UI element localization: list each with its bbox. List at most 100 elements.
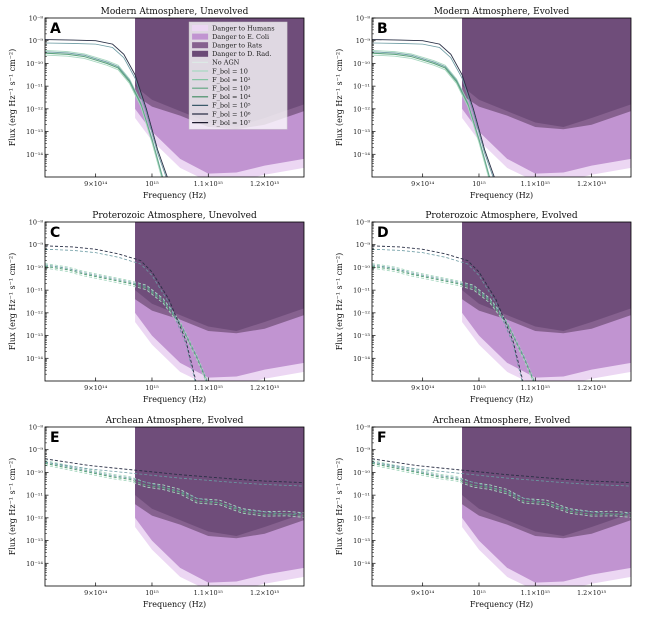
legend-label: F_bol = 10⁷ [212,119,251,127]
plot-frame [371,17,632,178]
legend-label: F_bol = 10² [212,76,251,84]
legend-label: Danger to D. Rad. [212,50,271,58]
legend-label: Danger to E. Coli [212,33,269,41]
y-tick-label: 10⁻¹¹ [353,83,370,91]
green-1-series [45,265,207,381]
x-tick-label: 9×10¹⁴ [411,180,434,188]
x-tick-label: 10¹⁵ [145,384,159,392]
dark-1-series [372,39,495,177]
legend-box [188,21,288,130]
panel-a: 10⁻⁸ 10⁻⁹ 10⁻¹⁰ 10⁻¹¹ 10⁻¹² 10⁻¹³ 10⁻¹⁴ 9×10¹⁴ 1… [8,7,305,200]
x-tick-label: 1.2×10¹⁵ [250,589,280,597]
green-light-1-series [45,263,209,381]
legend-swatch [192,42,209,49]
green-1-series [372,265,534,381]
green-light-2-series [45,464,304,518]
legend-label: F_bol = 10 [212,67,248,75]
x-tick-label: 1.2×10¹⁵ [577,384,607,392]
y-axis-label: Flux (erg Hz⁻¹ s⁻¹ cm⁻²) [335,49,344,147]
y-tick-label: 10⁻¹⁴ [26,355,43,363]
x-tick-label: 9×10¹⁴ [84,384,107,392]
plot-area [45,222,304,381]
y-tick-label: 10⁻¹⁴ [26,560,43,568]
panel-title: Archean Atmosphere, Evolved [432,416,571,426]
panel-title: Modern Atmosphere, Unevolved [101,7,249,17]
x-tick-label: 10¹⁵ [145,589,159,597]
dark-1-series [372,245,524,381]
y-tick-label: 10⁻¹⁴ [353,151,370,159]
danger-drad-region [135,222,304,332]
x-tick-label: 1.1×10¹⁵ [521,384,551,392]
x-tick-label: 1.1×10¹⁵ [521,589,551,597]
teal-2-series [45,248,196,381]
y-tick-label: 10⁻⁸ [29,219,44,227]
legend-label: F_bol = 10³ [212,85,251,93]
y-tick-label: 10⁻¹⁰ [26,60,43,68]
panel-f: 10⁻⁸ 10⁻⁹ 10⁻¹⁰ 10⁻¹¹ 10⁻¹² 10⁻¹³ 10⁻¹⁴ 9×10¹⁴ 1… [335,416,632,609]
x-axis-label: Frequency (Hz) [143,600,206,609]
x-tick-label: 10¹⁵ [472,589,486,597]
y-tick-label: 10⁻¹⁰ [26,469,43,477]
y-tick-label: 10⁻⁹ [356,241,371,249]
teal-2-series [372,461,631,487]
dark-1-series [372,458,631,484]
danger-drad-region [462,222,631,332]
y-tick-label: 10⁻¹⁴ [353,355,370,363]
x-tick-label: 1.2×10¹⁵ [250,180,280,188]
legend-swatch [192,25,209,31]
y-tick-label: 10⁻¹¹ [26,287,43,295]
y-axis-label: Flux (erg Hz⁻¹ s⁻¹ cm⁻²) [335,253,344,351]
green-light-2-series [372,54,489,177]
y-axis-label: Flux (erg Hz⁻¹ s⁻¹ cm⁻²) [8,49,17,147]
y-tick-label: 10⁻¹⁰ [26,264,43,272]
plot-frame [44,221,305,382]
y-tick-label: 10⁻¹⁴ [353,560,370,568]
legend-swatch [192,50,209,57]
y-tick-label: 10⁻¹³ [26,128,43,136]
y-tick-label: 10⁻¹³ [26,332,43,340]
green-1-series [372,462,631,517]
y-tick-label: 10⁻¹¹ [353,287,370,295]
legend-label: F_bol = 10⁴ [212,93,251,101]
x-tick-label: 9×10¹⁴ [411,589,434,597]
x-tick-label: 1.1×10¹⁵ [194,589,224,597]
panel-title: Proterozoic Atmosphere, Unevolved [92,211,257,221]
x-tick-label: 1.1×10¹⁵ [194,384,224,392]
panel-letter: C [50,225,60,241]
y-tick-label: 10⁻¹² [26,514,43,522]
y-tick-label: 10⁻⁸ [29,15,44,23]
x-tick-label: 10¹⁵ [145,180,159,188]
y-tick-label: 10⁻⁸ [356,15,371,23]
panel-d: 10⁻⁸ 10⁻⁹ 10⁻¹⁰ 10⁻¹¹ 10⁻¹² 10⁻¹³ 10⁻¹⁴ 9×10¹⁴ 1… [335,211,632,404]
x-tick-label: 9×10¹⁴ [411,384,434,392]
panel-letter: B [377,21,388,37]
y-tick-label: 10⁻⁹ [29,446,44,454]
panel-title: Proterozoic Atmosphere, Evolved [425,211,578,221]
y-tick-label: 10⁻¹⁰ [353,264,370,272]
panel-title: Modern Atmosphere, Evolved [434,7,570,17]
teal-1-series [45,264,208,381]
teal-1-series [45,461,304,515]
dark-1-series [45,245,197,381]
x-tick-label: 1.2×10¹⁵ [577,180,607,188]
y-tick-label: 10⁻¹³ [353,332,370,340]
y-tick-label: 10⁻¹² [353,105,370,113]
dark-1-series [45,39,168,177]
y-tick-label: 10⁻⁹ [356,446,371,454]
plot-frame [44,17,305,178]
teal-2-series [45,461,304,487]
green-1-series [372,52,490,177]
panel-e: 10⁻⁸ 10⁻⁹ 10⁻¹⁰ 10⁻¹¹ 10⁻¹² 10⁻¹³ 10⁻¹⁴ 9×10¹⁴ 1… [8,416,305,609]
y-tick-label: 10⁻¹³ [353,128,370,136]
x-tick-label: 10¹⁵ [472,384,486,392]
teal-2-series [372,42,494,177]
plot-area [372,18,631,177]
x-tick-label: 1.2×10¹⁵ [577,589,607,597]
y-axis-label: Flux (erg Hz⁻¹ s⁻¹ cm⁻²) [8,253,17,351]
panel-title: Archean Atmosphere, Evolved [105,416,244,426]
y-tick-label: 10⁻¹⁰ [353,60,370,68]
y-axis-label: Flux (erg Hz⁻¹ s⁻¹ cm⁻²) [335,458,344,556]
x-tick-label: 1.1×10¹⁵ [194,180,224,188]
legend-label: Danger to Humans [212,24,274,32]
